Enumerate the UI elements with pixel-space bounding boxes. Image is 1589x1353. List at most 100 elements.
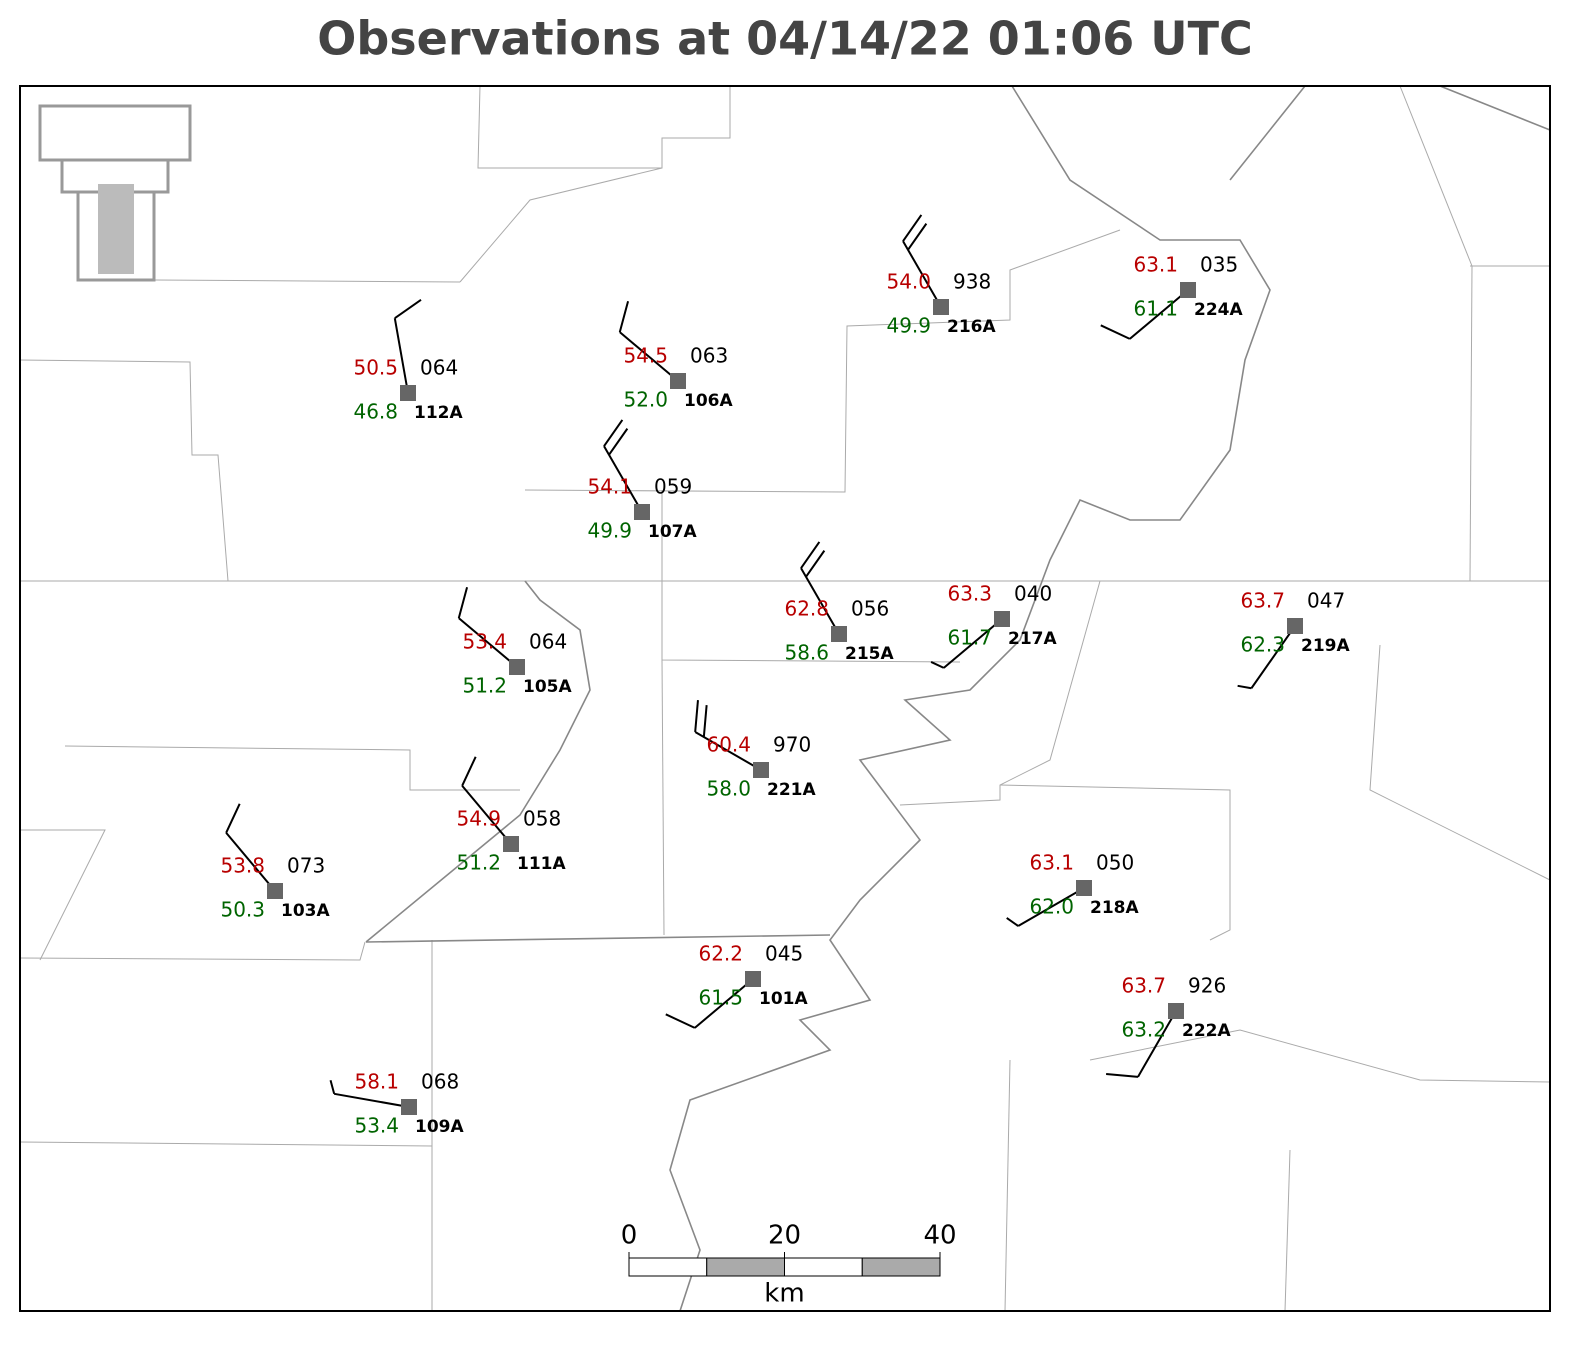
temperature: 53.4 (462, 630, 507, 654)
temperature: 54.1 (587, 475, 632, 499)
pressure: 063 (690, 344, 728, 368)
dewpoint: 61.1 (1133, 297, 1178, 321)
boundaries (19, 85, 1551, 1312)
scale-bar: 0 20 40 km (621, 1221, 957, 1309)
wind-barb (1100, 289, 1189, 340)
station-marker (1168, 1003, 1184, 1019)
station-id: 216A (947, 317, 996, 337)
station-marker (994, 611, 1010, 627)
dewpoint: 52.0 (623, 388, 668, 412)
station-id: 221A (767, 780, 816, 800)
wind-barb (461, 756, 512, 845)
scale-unit: km (764, 1279, 804, 1309)
temperature: 54.0 (886, 270, 931, 294)
scale-segment (784, 1257, 863, 1277)
wind-barb (930, 618, 1003, 669)
station-id: 224A (1194, 300, 1243, 320)
scale-tick-label: 40 (923, 1221, 956, 1251)
pressure: 056 (851, 597, 889, 621)
dewpoint: 51.2 (462, 674, 507, 698)
wind-barb (800, 541, 840, 635)
pressure: 035 (1200, 253, 1238, 277)
temperature: 54.9 (456, 807, 501, 831)
pressure: 938 (953, 270, 991, 294)
wind-barb (694, 700, 762, 771)
station-marker (670, 373, 686, 389)
scale-segment (861, 1257, 941, 1277)
station-marker (401, 1099, 417, 1115)
station-id: 112A (414, 403, 463, 423)
pressure: 059 (654, 475, 692, 499)
station-id: 109A (415, 1117, 464, 1137)
dewpoint: 53.4 (354, 1114, 399, 1138)
dewpoint: 61.5 (698, 986, 743, 1010)
wind-barb (618, 300, 679, 382)
station-id: 107A (648, 522, 697, 542)
temperature: 63.3 (947, 582, 992, 606)
scale-tick-label: 20 (768, 1221, 801, 1251)
pressure: 970 (773, 733, 811, 757)
station-id: 101A (759, 989, 808, 1009)
station-marker (509, 659, 525, 675)
wind-barb (393, 298, 422, 394)
pressure: 064 (529, 630, 567, 654)
dewpoint: 50.3 (220, 898, 265, 922)
wind-barb (457, 586, 518, 668)
dewpoint: 61.7 (947, 626, 992, 650)
temperature: 50.5 (353, 356, 398, 380)
wind-barb (329, 1080, 410, 1108)
station-marker (267, 883, 283, 899)
station-marker (503, 836, 519, 852)
scale-tick-label: 0 (621, 1221, 638, 1251)
wind-barb (665, 978, 754, 1029)
temperature: 62.8 (784, 597, 829, 621)
station-id: 222A (1182, 1021, 1231, 1041)
station-id: 218A (1090, 898, 1139, 918)
map-frame (19, 85, 1551, 1312)
station-id: 219A (1301, 636, 1350, 656)
station-marker (1180, 282, 1196, 298)
pressure: 073 (287, 854, 325, 878)
wind-barb (902, 214, 942, 308)
wind-barb (603, 419, 643, 513)
station-id: 103A (281, 901, 330, 921)
scale-segment (706, 1257, 785, 1277)
station-id: 217A (1008, 629, 1057, 649)
pressure: 040 (1014, 582, 1052, 606)
dewpoint: 58.0 (706, 777, 751, 801)
station-marker (753, 762, 769, 778)
dewpoint: 49.9 (886, 314, 931, 338)
pressure: 064 (420, 356, 458, 380)
station-id: 105A (523, 677, 572, 697)
scale-segment (628, 1257, 708, 1277)
temperature: 63.7 (1240, 589, 1285, 613)
wind-barb (225, 803, 276, 892)
pressure: 045 (765, 942, 803, 966)
station-marker (634, 504, 650, 520)
dewpoint: 62.3 (1240, 633, 1285, 657)
temperature: 53.8 (220, 854, 265, 878)
pressure: 047 (1307, 589, 1345, 613)
dewpoint: 63.2 (1121, 1018, 1166, 1042)
stations: 50.5 064 46.8 112A 54.5 063 52.0 106A 54.1 059 49.… (220, 214, 1350, 1138)
wind-barb (1006, 887, 1085, 927)
logo (38, 104, 192, 282)
pressure: 926 (1188, 974, 1226, 998)
dewpoint: 51.2 (456, 851, 501, 875)
pressure: 068 (421, 1070, 459, 1094)
station-marker (933, 299, 949, 315)
pressure: 050 (1096, 851, 1134, 875)
pressure: 058 (523, 807, 561, 831)
dewpoint: 49.9 (587, 519, 632, 543)
station-marker (831, 626, 847, 642)
station-id: 106A (684, 391, 733, 411)
station-id: 111A (517, 854, 566, 874)
temperature: 62.2 (698, 942, 743, 966)
temperature: 63.7 (1121, 974, 1166, 998)
temperature: 58.1 (354, 1070, 399, 1094)
temperature: 63.1 (1133, 253, 1178, 277)
temperature: 54.5 (623, 344, 668, 368)
dewpoint: 58.6 (784, 641, 829, 665)
